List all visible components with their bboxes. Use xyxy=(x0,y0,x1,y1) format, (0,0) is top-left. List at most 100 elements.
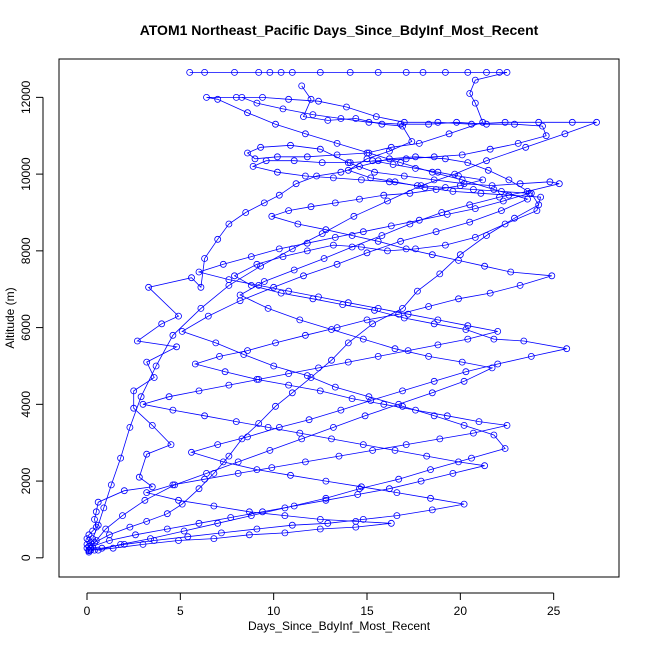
data-point xyxy=(197,304,205,312)
data-point xyxy=(210,535,218,542)
data-point xyxy=(324,519,332,527)
data-point xyxy=(490,431,498,439)
x-tick-label: 20 xyxy=(454,604,468,618)
data-point xyxy=(466,90,474,97)
data-point xyxy=(301,331,309,339)
data-point xyxy=(568,118,576,126)
data-point xyxy=(277,69,285,76)
data-point xyxy=(307,95,315,103)
data-point xyxy=(469,186,477,193)
data-point xyxy=(87,546,95,554)
data-point xyxy=(268,464,276,472)
data-point xyxy=(244,109,251,117)
data-point xyxy=(245,531,253,539)
data-point xyxy=(507,268,515,276)
data-point xyxy=(247,281,255,289)
data-point xyxy=(279,253,287,261)
data-point xyxy=(526,189,533,197)
data-point xyxy=(322,226,330,234)
data-point xyxy=(425,352,433,360)
data-point xyxy=(425,303,433,310)
data-point xyxy=(238,94,246,101)
data-point xyxy=(316,516,324,523)
data-point xyxy=(333,139,341,147)
data-point xyxy=(357,243,365,251)
data-point xyxy=(346,159,354,167)
data-point xyxy=(449,469,457,477)
data-point xyxy=(255,375,263,383)
data-point xyxy=(266,446,274,454)
data-point xyxy=(225,276,233,284)
data-point xyxy=(354,491,362,498)
data-point xyxy=(365,393,373,401)
data-point xyxy=(175,312,182,320)
data-point xyxy=(535,118,543,126)
data-point xyxy=(497,187,505,195)
data-point xyxy=(92,508,100,516)
data-point xyxy=(148,421,156,429)
data-point xyxy=(423,452,431,460)
data-point xyxy=(497,207,505,215)
data-point xyxy=(333,324,341,332)
data-point xyxy=(369,446,377,454)
data-point xyxy=(466,218,474,226)
data-point xyxy=(404,310,412,318)
data-point xyxy=(178,327,186,335)
data-point xyxy=(417,477,425,485)
data-point xyxy=(475,418,483,426)
data-point xyxy=(481,262,489,270)
y-tick-label: 8000 xyxy=(19,237,33,264)
data-point xyxy=(430,320,438,328)
data-point xyxy=(273,153,281,161)
data-point xyxy=(372,113,380,120)
data-point xyxy=(219,260,227,268)
data-point xyxy=(102,525,110,533)
x-tick-label: 0 xyxy=(84,604,91,618)
data-point xyxy=(537,193,544,201)
data-point xyxy=(316,145,324,153)
data-point xyxy=(294,220,302,228)
data-point xyxy=(296,429,304,437)
data-point xyxy=(210,502,218,510)
data-point xyxy=(329,241,337,249)
data-point xyxy=(89,542,96,550)
data-point xyxy=(303,247,311,255)
data-point xyxy=(231,69,238,76)
data-point xyxy=(219,458,227,466)
data-point xyxy=(479,176,487,184)
data-point xyxy=(143,450,151,458)
data-point xyxy=(593,118,600,126)
data-point xyxy=(255,281,263,289)
series-line xyxy=(88,97,547,551)
x-tick-label: 5 xyxy=(177,604,184,618)
data-point xyxy=(430,176,438,184)
data-point xyxy=(443,210,451,218)
data-point xyxy=(204,312,212,320)
data-point xyxy=(348,243,356,251)
data-point xyxy=(561,130,569,138)
data-point xyxy=(253,525,261,533)
data-point xyxy=(466,201,474,209)
data-point xyxy=(430,153,438,161)
data-point xyxy=(201,255,209,262)
data-point xyxy=(432,228,440,236)
series-3 xyxy=(87,69,563,552)
data-point xyxy=(195,485,203,493)
data-point xyxy=(331,199,339,207)
data-point xyxy=(272,120,279,128)
data-point xyxy=(434,341,442,349)
data-point xyxy=(147,535,154,542)
data-point xyxy=(234,469,242,477)
data-point xyxy=(483,69,490,76)
data-point xyxy=(462,368,470,376)
data-point xyxy=(430,377,438,385)
data-point xyxy=(455,256,462,264)
data-point xyxy=(333,260,341,268)
data-point xyxy=(288,521,296,529)
data-point xyxy=(501,118,509,126)
data-point xyxy=(361,412,369,420)
data-point xyxy=(333,151,341,159)
data-point xyxy=(471,76,479,84)
data-point xyxy=(169,331,177,339)
data-point xyxy=(186,69,194,76)
